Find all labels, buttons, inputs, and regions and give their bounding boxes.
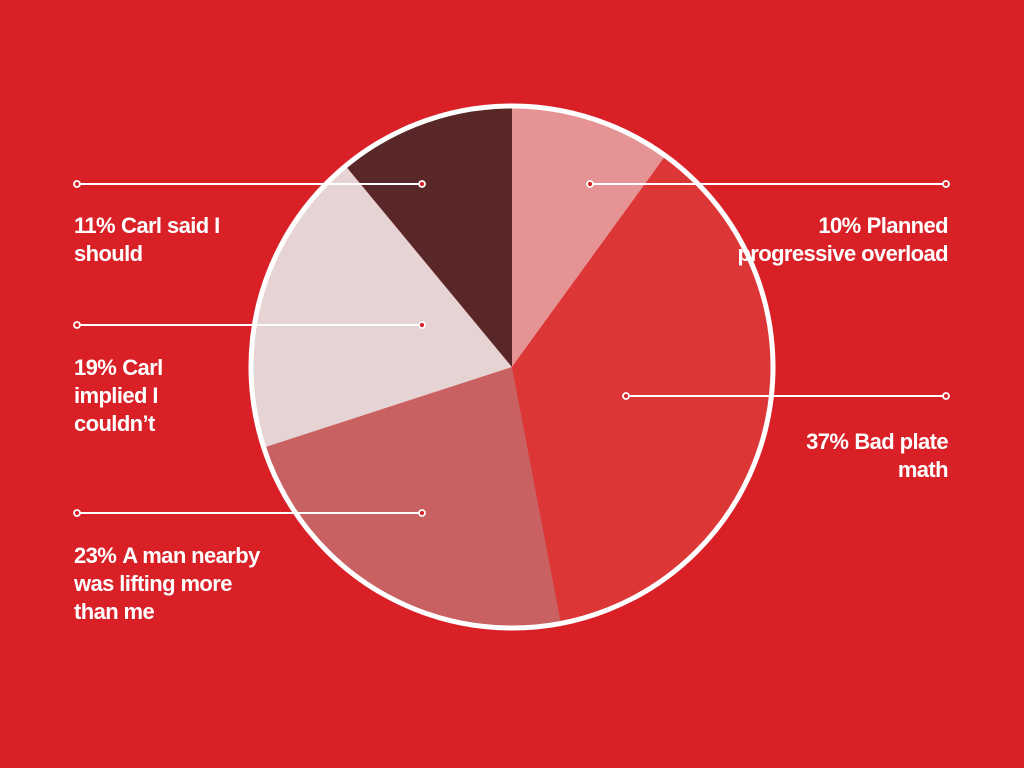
leader-endpoint [942,392,950,400]
slice-label-a-man-nearby: 23% A man nearby was lifting more than me [74,542,274,626]
slice-name: A man nearby was lifting more than me [74,543,260,624]
slice-a-man-nearby [263,367,561,629]
slice-name: Carl implied I couldn’t [74,355,163,436]
slice-percent: 37% [806,429,849,454]
leader-endpoint [73,509,81,517]
slice-bad-plate-math [512,155,773,624]
slice-percent: 23% [74,543,117,568]
slice-label-carl-said: 11% Carl said I should [74,212,249,268]
slice-label-planned-progressive-overload: 10% Planned progressive overload [718,212,948,268]
slice-label-bad-plate-math: 37% Bad plate math [758,428,948,484]
slice-percent: 11% [74,213,116,238]
slice-name: Planned progressive overload [737,213,948,266]
leader-endpoint [73,180,81,188]
slice-name: Bad plate math [854,429,948,482]
slice-label-carl-implied: 19% Carl implied I couldn’t [74,354,186,438]
leader-endpoint [586,180,594,188]
leader-endpoint [942,180,950,188]
slice-percent: 10% [818,213,861,238]
leader-endpoint [418,321,426,329]
pie-outline [248,103,776,631]
leader-endpoint [418,180,426,188]
leader-endpoint [622,392,630,400]
leader-lines [73,180,950,517]
slice-carl-said [345,106,512,367]
slice-percent: 19% [74,355,117,380]
slice-name: Carl said I should [74,213,220,266]
leader-endpoint [73,321,81,329]
leader-endpoint [418,509,426,517]
pie-slices [250,106,773,629]
slice-planned-progressive-overload [512,106,666,367]
slice-carl-implied [250,165,512,448]
